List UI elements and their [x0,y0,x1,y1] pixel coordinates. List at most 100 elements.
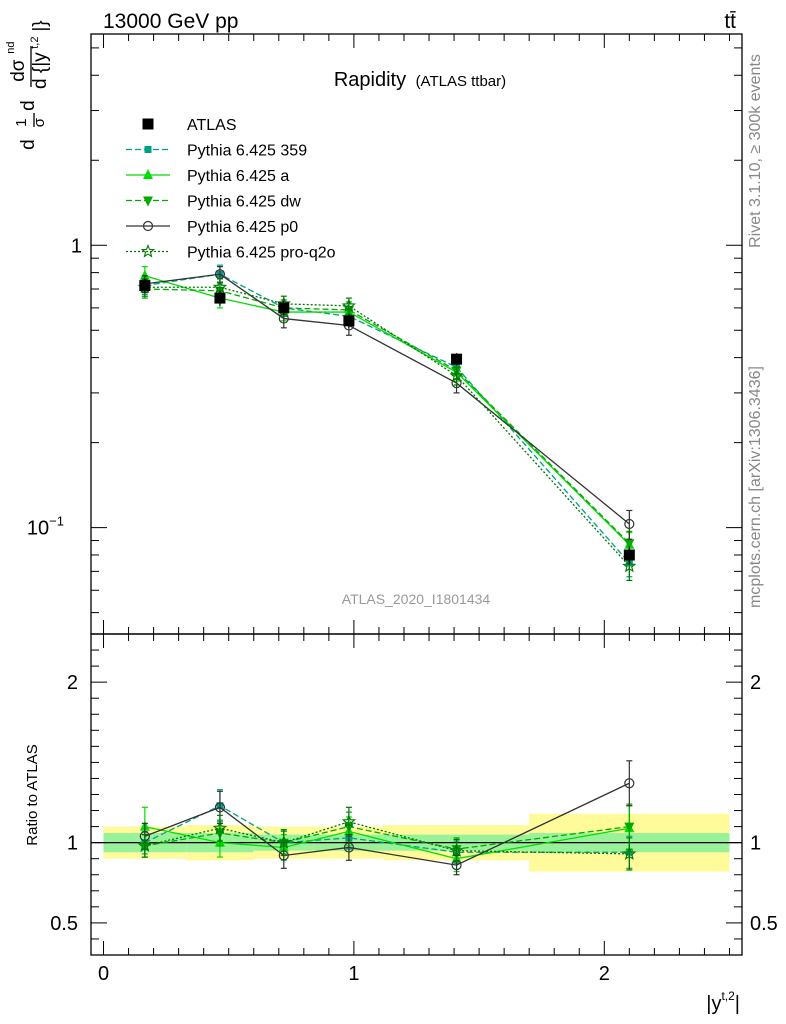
plot-title: Rapidity (ATLAS ttbar) [334,69,506,91]
atlas-point [214,292,226,304]
main-axis-ticks: 1 10−1 [27,34,742,634]
series-4-line [144,286,630,567]
series-4-ratio-point [212,820,228,835]
ylabel-frac-1: 1 [13,118,30,126]
series-3-ratio-line [144,782,630,866]
legend-marker [140,243,156,258]
legend-marker [142,220,154,232]
series-0-main [141,264,633,578]
ylabel-den-sup: t,2 [29,37,41,49]
atlas-point [623,549,635,561]
legend-marker [143,169,153,179]
series-4-point [212,279,228,294]
main-series-layer [137,264,637,582]
ratio-y-tick-label: 1 [67,833,78,855]
ylabel-frac-d2: d [18,100,39,111]
y-tick-label-exp: −1 [49,514,64,529]
series-1-main [139,266,635,559]
ylabel-frac-d: d [18,139,39,150]
ratio-y-tick-label: 2 [67,672,78,694]
legend-entry: Pythia 6.425 359 [126,143,307,160]
ratio-y-tick-label: 0.5 [50,913,78,935]
series-1-point [139,269,150,280]
series-4-ratio-point [137,838,152,852]
series-2-main [139,279,635,558]
atlas-point [451,353,463,365]
y-tick-label: 10−1 [27,514,64,540]
main-y-axis-label: d 1 σ d dσ nd d {|y t,2 |} [0,20,51,150]
x-axis-label: |yt,2| [706,989,740,1015]
series-4-point [449,368,464,382]
series-4-ratio [137,806,637,871]
ylabel-den-end: |} [30,20,51,31]
series-4-point [622,558,637,573]
legend-label: Pythia 6.425 pro-q2o [187,245,336,262]
legend-marker [144,146,152,153]
header-right: tt̄ [724,10,736,33]
xlabel-sup: t,2 [721,989,735,1003]
legend-label: Pythia 6.425 p0 [187,219,298,236]
series-4-ratio-point [276,835,291,849]
legend-marker [143,196,153,207]
mcplots-label: mcplots.cern.ch [arXiv:1306.3436] [747,366,764,608]
legend: ATLAS Pythia 6.425 359 Pythia 6.425 a Pythi… [126,117,336,262]
xlabel-end: | [735,993,740,1015]
ratio-y-tick-label-right: 2 [750,672,761,694]
y-tick-label: 1 [71,235,82,257]
svg-text:d 1 σ d: d 1 σ d dσ nd d {|y t,2 |} [0,20,51,150]
series-2-ratio-line [144,825,630,850]
series-4-ratio-line [144,821,630,855]
series-2-ratio-point [624,822,635,833]
series-0-ratio-line [144,804,630,853]
ylabel-num-sup: nd [5,42,17,54]
legend-entry: ATLAS [142,117,237,134]
legend-marker [142,118,154,130]
legend-entry: Pythia 6.425 a [126,168,289,185]
series-3-point [624,518,635,530]
atlas-point [278,302,290,314]
series-4-point [341,298,357,312]
series-3-ratio-point [214,802,226,813]
x-tick-label: 2 [599,963,610,985]
series-1-line [144,275,630,546]
ratio-axis-ticks: 0 1 2 2 2 1 1 0.5 0.5 [50,634,778,985]
ylabel-frac-sigma: σ [31,117,48,127]
legend-entry: Pythia 6.425 pro-q2o [126,243,336,262]
legend-label: Pythia 6.425 359 [187,143,307,160]
series-3-line [144,273,630,525]
series-3-ratio-point [624,778,635,789]
legend-label: Pythia 6.425 dw [187,194,301,211]
series-2-point [624,539,635,550]
y-tick-label-base: 10 [27,518,49,540]
ratio-series-layer [137,760,637,876]
legend-label: ATLAS [187,117,237,134]
xlabel-text: |y [706,993,721,1015]
atlas-point [139,280,151,292]
ratio-uncertainty-bands [91,813,742,872]
ratio-y-tick-label-right: 0.5 [750,913,778,935]
series-4-main [137,278,637,582]
x-tick-label: 1 [348,963,359,985]
series-4-ratio-point [622,846,637,860]
ratio-plot-frame [90,633,743,956]
legend-label: Pythia 6.425 a [187,168,289,185]
atlas-data [139,278,635,565]
ylabel-den: d {|y [30,52,51,89]
ylabel-num: dσ [8,59,29,82]
series-4-ratio-point [341,814,357,828]
atlas-point [343,315,355,327]
header-left: 13000 GeV pp [103,10,238,33]
plot-title-main: Rapidity [334,69,406,91]
plot-title-sub: (ATLAS ttbar) [416,73,507,90]
series-1-ratio-line [144,825,630,860]
x-tick-label: 0 [98,963,109,985]
series-2-line [144,288,630,544]
plot-frames [90,33,743,956]
series-3-ratio-point [343,842,354,853]
legend-entry: Pythia 6.425 dw [126,194,301,211]
series-4-ratio-point [449,843,464,857]
ratio-y-tick-label-right: 1 [750,833,761,855]
legend-entry: Pythia 6.425 p0 [126,219,298,236]
ratio-y-axis-label: Ratio to ATLAS [24,744,41,845]
